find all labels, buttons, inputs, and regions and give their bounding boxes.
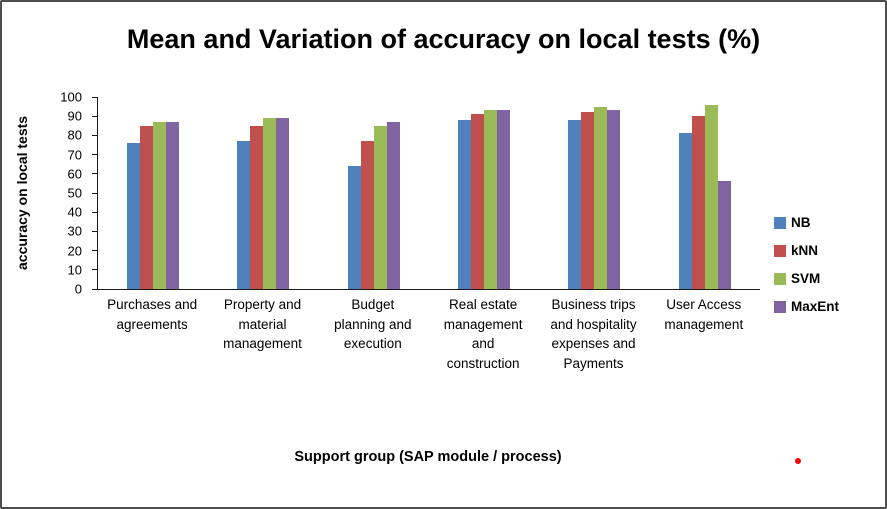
legend-label: NB	[791, 215, 811, 230]
bar-SVM	[484, 110, 498, 289]
legend-swatch-kNN	[774, 244, 786, 257]
bar-SVM	[373, 125, 387, 289]
bar-MaxEnt	[607, 110, 621, 289]
bar-MaxEnt	[276, 118, 290, 289]
category-label: Purchases and agreements	[107, 297, 198, 332]
plot-area	[92, 96, 760, 290]
bar-MaxEnt	[497, 110, 511, 289]
legend-item-MaxEnt: MaxEnt	[774, 299, 839, 314]
bar-NB	[458, 120, 472, 289]
red-dot-marker	[795, 458, 801, 464]
y-tick-label: 90	[67, 108, 82, 124]
x-axis-title: Support group (SAP module / process)	[294, 449, 562, 465]
bar-MaxEnt	[386, 121, 400, 289]
category-label: User Access management	[664, 297, 744, 332]
y-tick-mark	[92, 288, 97, 290]
y-tick-label: 10	[67, 262, 82, 278]
x-axis-category-labels: Purchases and agreements Property and mat…	[97, 295, 759, 373]
chart-title: Mean and Variation of accuracy on local …	[126, 24, 761, 54]
category-label: Business trips and hospitality expenses …	[550, 297, 637, 371]
bar-group	[98, 97, 208, 289]
y-axis-title: accuracy on local tests	[14, 115, 30, 271]
bar-kNN	[140, 125, 154, 289]
bar-NB	[678, 133, 692, 289]
y-tick-mark	[92, 96, 97, 98]
bar-kNN	[691, 116, 705, 289]
y-tick-mark	[92, 154, 97, 156]
bar-MaxEnt	[166, 121, 180, 289]
bar-group	[650, 97, 760, 289]
y-tick-label: 30	[67, 223, 82, 239]
bar-SVM	[594, 106, 608, 289]
legend-label: kNN	[791, 243, 819, 258]
y-tick-label: 20	[67, 243, 82, 259]
y-tick-mark	[92, 211, 97, 213]
y-tick-label: 70	[67, 147, 82, 163]
y-axis-ticks: 0 10 20 30 40 50 60 70 80 90 100	[36, 91, 90, 296]
y-tick-label: 80	[67, 127, 82, 143]
bar-kNN	[471, 114, 485, 289]
bar-kNN	[360, 141, 374, 289]
legend-label: MaxEnt	[791, 299, 840, 314]
y-tick-mark	[92, 192, 97, 194]
y-tick-label: 40	[67, 204, 82, 220]
legend-item-NB: NB	[774, 215, 839, 230]
bar-MaxEnt	[717, 181, 731, 289]
y-tick-mark	[92, 134, 97, 136]
y-tick-mark	[92, 230, 97, 232]
bar-NB	[127, 143, 141, 289]
bar-SVM	[263, 118, 277, 289]
category-label: Real estate management and construction	[443, 297, 523, 371]
bar-group	[539, 97, 649, 289]
y-tick-label: 0	[74, 281, 82, 297]
bar-group	[319, 97, 429, 289]
legend-swatch-MaxEnt	[774, 300, 786, 313]
bar-NB	[237, 141, 251, 289]
y-tick-mark	[92, 269, 97, 271]
legend-label: SVM	[791, 271, 821, 286]
y-tick-label: 100	[60, 89, 82, 105]
legend: NB kNN SVM MaxEnt	[774, 215, 839, 314]
legend-item-kNN: kNN	[774, 243, 839, 258]
y-tick-mark	[92, 173, 97, 175]
legend-item-SVM: SVM	[774, 271, 839, 286]
bar-kNN	[581, 112, 595, 289]
category-label: Budget planning and execution	[334, 297, 412, 352]
bar-group	[208, 97, 318, 289]
legend-swatch-NB	[774, 216, 786, 229]
y-tick-mark	[92, 250, 97, 252]
bar-NB	[347, 166, 361, 289]
bar-SVM	[704, 104, 718, 289]
bar-NB	[568, 120, 582, 289]
y-tick-mark	[92, 115, 97, 117]
y-tick-label: 60	[67, 166, 82, 182]
bar-SVM	[153, 121, 167, 289]
bar-group	[429, 97, 539, 289]
legend-swatch-SVM	[774, 272, 786, 285]
bar-kNN	[250, 125, 264, 289]
y-tick-label: 50	[67, 185, 82, 201]
category-label: Property and material management	[223, 297, 302, 352]
